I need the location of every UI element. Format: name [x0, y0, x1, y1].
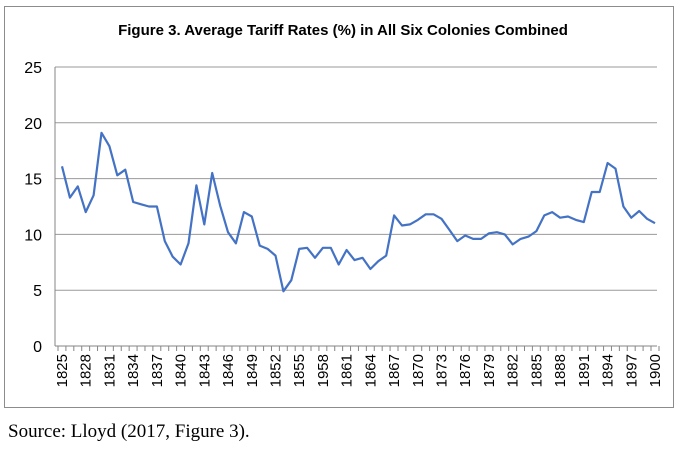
- y-tick-label: 0: [33, 339, 42, 356]
- x-tick-label: 1876: [457, 354, 474, 387]
- x-tick-label: 1861: [339, 354, 356, 387]
- x-tick-label: 1834: [125, 354, 142, 387]
- x-tick-label: 1852: [267, 354, 284, 387]
- x-tick-label: 1873: [434, 354, 451, 387]
- y-tick-label: 10: [24, 227, 42, 244]
- x-tick-label: 1879: [481, 354, 498, 387]
- x-tick-label: 1897: [623, 354, 640, 387]
- x-tick-label: 1828: [78, 354, 95, 387]
- x-tick-label: 1855: [291, 354, 308, 387]
- x-tick-label: 1825: [54, 354, 71, 387]
- x-tick-label: 1849: [244, 354, 261, 387]
- x-tick-label: 1894: [600, 354, 617, 387]
- x-tick-label: 1882: [505, 354, 522, 387]
- x-tick-label: 1846: [220, 354, 237, 387]
- chart-frame: [4, 6, 674, 408]
- y-tick-label: 15: [24, 172, 42, 189]
- chart-title: Figure 3. Average Tariff Rates (%) in Al…: [118, 22, 568, 39]
- x-tick-label: 1867: [386, 354, 403, 387]
- x-tick-label: 1870: [410, 354, 427, 387]
- y-tick-label: 20: [24, 116, 42, 133]
- y-tick-label: 5: [33, 283, 42, 300]
- x-tick-label: 1900: [647, 354, 664, 387]
- x-tick-label: 1864: [362, 354, 379, 387]
- x-tick-label: 1958: [315, 354, 332, 387]
- source-note: Source: Lloyd (2017, Figure 3).: [8, 421, 250, 442]
- x-tick-label: 1885: [528, 354, 545, 387]
- tariff-rate-line: [60, 131, 656, 293]
- x-tick-label: 1888: [552, 354, 569, 387]
- x-tick-label: 1891: [576, 354, 593, 387]
- x-tick-label: 1843: [196, 354, 213, 387]
- x-tick-label: 1837: [149, 354, 166, 387]
- x-tick-label: 1840: [173, 354, 190, 387]
- y-tick-label: 25: [24, 60, 42, 77]
- x-tick-label: 1831: [101, 354, 118, 387]
